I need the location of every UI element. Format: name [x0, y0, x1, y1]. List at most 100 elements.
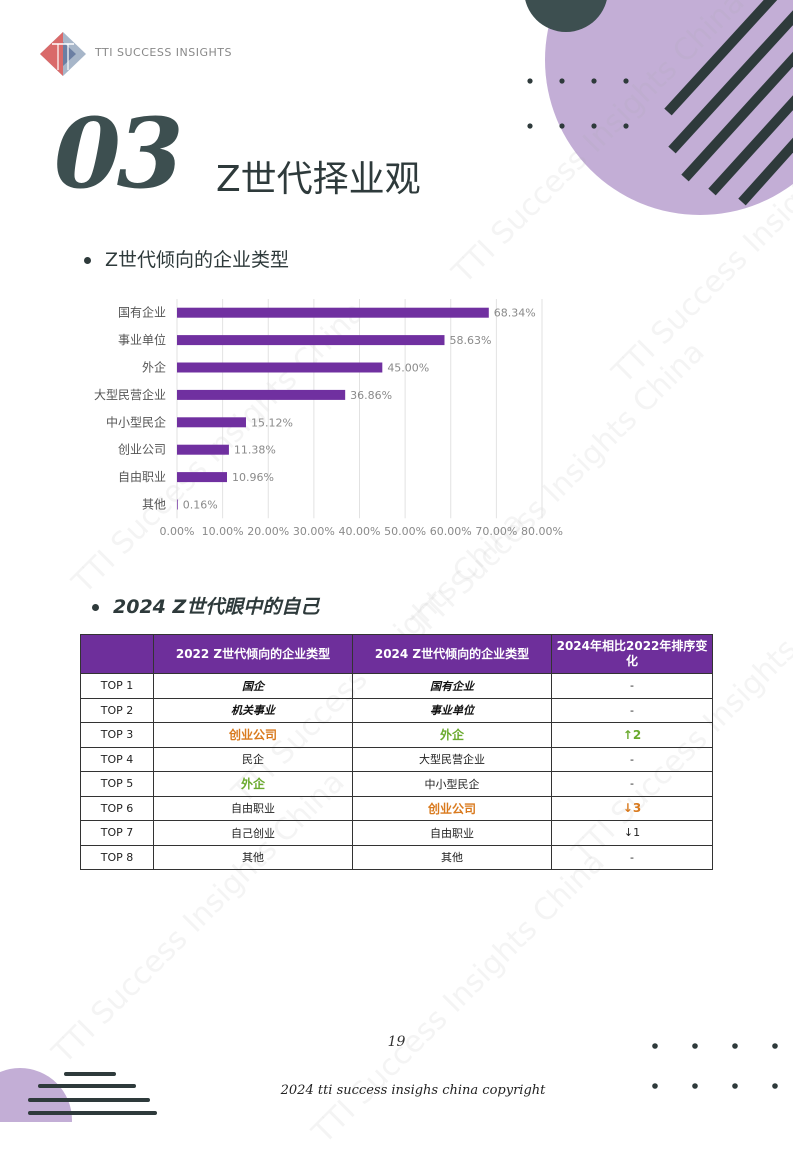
cell-2024: 大型民营企业 [352, 746, 552, 772]
copyright-text: 2024 tti success insighs china copyright [280, 1083, 546, 1098]
rank-cell: TOP 1 [80, 673, 154, 699]
data-label: 10.96% [232, 471, 274, 484]
bar [177, 444, 229, 455]
cell-2022-text: 机关事业 [231, 704, 275, 718]
category-label: 大型民营企业 [94, 387, 166, 402]
rank-cell: TOP 8 [80, 844, 154, 870]
category-label: 外企 [142, 360, 166, 375]
change-cell-text: - [630, 850, 634, 864]
rank-cell: TOP 4 [80, 746, 154, 772]
rank-cell: TOP 2 [80, 697, 154, 723]
bar [177, 499, 178, 510]
table-row: TOP 3 创业公司 外企 ↑2 [80, 722, 713, 748]
rank-cell: TOP 5 [80, 771, 154, 797]
rank-cell-text: TOP 3 [100, 728, 134, 742]
cell-2024: 自由职业 [352, 820, 552, 846]
cell-2022: 自由职业 [153, 795, 353, 821]
table-row: TOP 5 外企 中小型民企 - [80, 771, 713, 797]
cell-2022-text: 国企 [242, 679, 264, 693]
brand-name: TTI SUCCESS INSIGHTS [95, 46, 232, 59]
header-2022: 2022 Z世代倾向的企业类型 [153, 634, 353, 674]
bar [177, 362, 383, 373]
rank-cell: TOP 6 [80, 795, 154, 821]
header-2024: 2024 Z世代倾向的企业类型 [352, 634, 552, 674]
bullet-enterprise-types: Z世代倾向的企业类型 [84, 245, 289, 272]
data-label: 68.34% [494, 307, 536, 320]
bar [177, 389, 346, 400]
x-tick-label: 50.00% [384, 525, 426, 538]
bar [177, 335, 445, 346]
change-cell: - [551, 771, 713, 797]
change-cell-text: - [630, 777, 634, 791]
cell-2024-text: 其他 [441, 851, 463, 865]
rank-cell-text: TOP 1 [100, 679, 134, 693]
tti-logo-icon [40, 32, 86, 76]
page-number: 19 [387, 1034, 406, 1050]
data-label: 58.63% [449, 334, 491, 347]
category-label: 自由职业 [118, 470, 166, 484]
cell-2024: 外企 [352, 722, 552, 748]
category-label: 事业单位 [118, 332, 166, 347]
table-row: TOP 8 其他 其他 - [80, 844, 713, 870]
change-cell-text: ↑2 [622, 727, 642, 742]
bullet-text: Z世代倾向的企业类型 [105, 249, 290, 271]
cell-2022: 民企 [153, 746, 353, 772]
cell-2022-text: 外企 [240, 777, 265, 792]
bullet-self-view: 2024 Z世代眼中的自己 [92, 592, 319, 619]
data-label: 0.16% [183, 499, 218, 512]
section-number: 03 [54, 97, 184, 210]
rank-cell: TOP 3 [80, 722, 154, 748]
cell-2024-text: 国有企业 [430, 679, 474, 693]
category-label: 中小型民企 [106, 414, 166, 429]
cell-2024-text: 自由职业 [430, 826, 474, 840]
cell-2022-text: 创业公司 [228, 728, 277, 743]
change-cell-text: ↓3 [622, 801, 642, 816]
bar [177, 472, 228, 483]
cell-2024: 中小型民企 [352, 771, 552, 797]
section-title: Z世代择业观 [216, 159, 421, 200]
cell-2024: 事业单位 [352, 697, 552, 723]
change-cell-text: - [630, 679, 634, 693]
x-tick-label: 80.00% [521, 525, 563, 538]
cell-2022-text: 自己创业 [231, 826, 275, 840]
x-tick-label: 30.00% [293, 525, 335, 538]
table-row: TOP 1 国企 国有企业 - [80, 673, 713, 699]
cell-2024-text: 中小型民企 [424, 777, 480, 791]
x-tick-label: 60.00% [430, 525, 472, 538]
table-row: TOP 2 机关事业 事业单位 - [80, 697, 713, 723]
enterprise-type-bar-chart: 0.00% 10.00% 20.00% 30.00% 40.00% 50.00% 60.00… [94, 299, 563, 538]
x-tick-label: 0.00% [160, 525, 195, 538]
cell-2022-text: 民企 [242, 753, 264, 767]
cell-2022: 外企 [153, 771, 353, 797]
change-cell-text: - [630, 752, 634, 766]
data-label: 15.12% [251, 416, 293, 429]
change-cell: ↑2 [551, 722, 713, 748]
bullet-dot-icon [92, 604, 99, 611]
rank-cell-text: TOP 5 [100, 777, 134, 791]
decorative-shapes-bottom [0, 1043, 778, 1122]
cell-2022: 其他 [153, 844, 353, 870]
rank-cell-text: TOP 6 [100, 801, 134, 815]
bar [177, 307, 489, 318]
header-rank [80, 634, 154, 674]
data-label: 36.86% [350, 389, 392, 402]
x-tick-label: 10.00% [202, 525, 244, 538]
header-change: 2024年相比2022年排序变化 [551, 634, 713, 674]
change-cell: - [551, 673, 713, 699]
cell-2022: 自己创业 [153, 820, 353, 846]
decorative-shapes [525, 0, 793, 215]
rank-cell: TOP 7 [80, 820, 154, 846]
category-label: 其他 [142, 498, 166, 512]
cell-2024-text: 外企 [439, 728, 464, 743]
rank-cell-text: TOP 7 [100, 826, 134, 840]
table-row: TOP 4 民企 大型民营企业 - [80, 746, 713, 772]
cell-2024-text: 创业公司 [427, 801, 476, 816]
category-label: 创业公司 [118, 443, 166, 457]
data-label: 11.38% [234, 444, 276, 457]
cell-2024-text: 大型民营企业 [419, 753, 485, 767]
change-cell: ↓1 [551, 820, 713, 846]
cell-2024: 国有企业 [352, 673, 552, 699]
change-cell: - [551, 697, 713, 723]
change-cell: - [551, 844, 713, 870]
x-tick-label: 20.00% [247, 525, 289, 538]
